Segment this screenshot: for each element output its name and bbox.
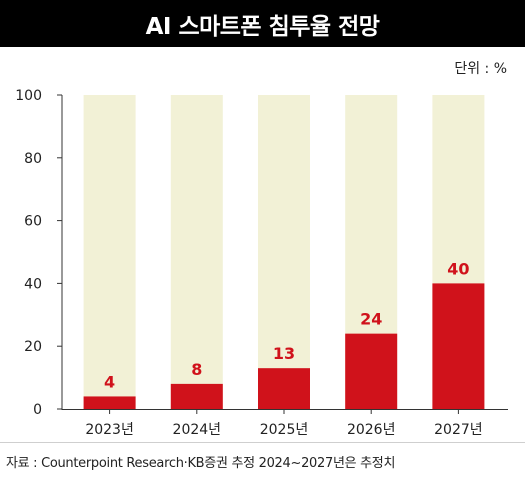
data-label: 24 — [360, 310, 382, 329]
source-note: 자료 : Counterpoint Research·KB증권 추정 2024~… — [6, 456, 396, 471]
y-tick-label: 0 — [33, 402, 42, 418]
y-tick-label: 20 — [24, 339, 42, 355]
y-tick-label: 80 — [24, 151, 42, 167]
y-tick-label: 100 — [15, 88, 42, 104]
title-bar: AI 스마트폰 침투율 전망 — [0, 0, 525, 47]
chart-title: AI 스마트폰 침투율 전망 — [145, 13, 380, 40]
background-bar — [83, 95, 136, 409]
background-bar — [170, 95, 223, 409]
value-bar — [345, 333, 398, 409]
y-tick-label: 40 — [24, 276, 42, 292]
value-bar — [83, 396, 136, 409]
data-label: 13 — [273, 344, 295, 363]
unit-label: 단위 : % — [454, 61, 507, 77]
data-label: 40 — [447, 259, 469, 278]
data-label: 4 — [104, 372, 115, 391]
x-tick-label: 2027년 — [434, 422, 483, 438]
value-bar — [258, 368, 310, 409]
x-tick-label: 2026년 — [347, 422, 396, 438]
x-tick-label: 2025년 — [260, 422, 309, 438]
value-bar — [432, 283, 485, 409]
footer-divider — [0, 442, 525, 443]
background-bar — [258, 95, 310, 409]
y-tick-label: 60 — [24, 214, 42, 230]
x-tick-label: 2023년 — [85, 422, 134, 438]
value-bar — [170, 383, 223, 409]
data-label: 8 — [191, 360, 202, 379]
x-tick-label: 2024년 — [173, 422, 222, 438]
